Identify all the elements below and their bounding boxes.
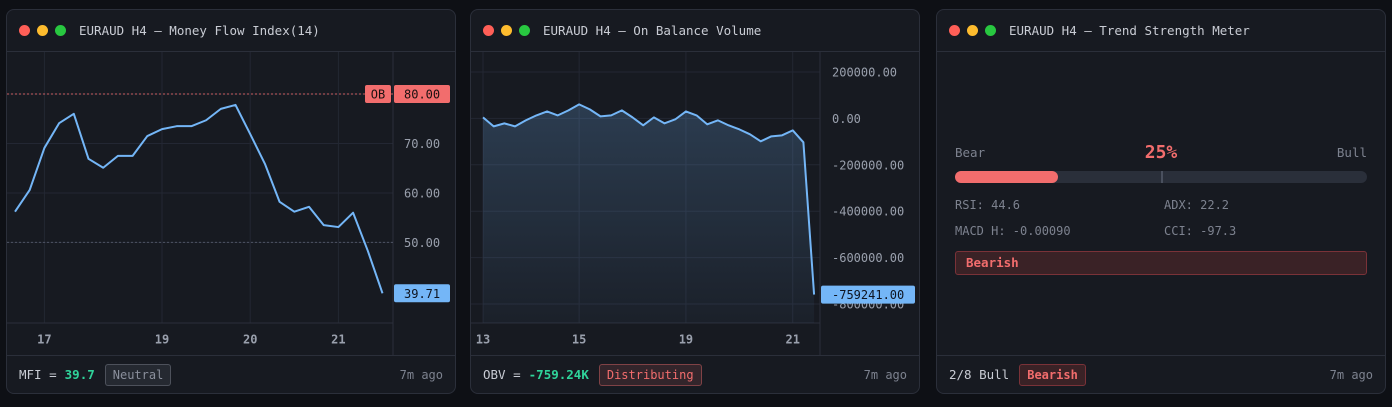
footer-label: OBV =	[483, 367, 521, 382]
x-tick-label: 17	[37, 333, 51, 347]
panel-title: EURAUD H4 — On Balance Volume	[543, 23, 762, 38]
obv-panel: EURAUD H4 — On Balance Volume 13 15 19 21 -8…	[470, 9, 920, 394]
last-value-bg	[394, 284, 450, 303]
status-badge: Bearish	[1019, 363, 1086, 386]
bear-label: Bear	[955, 145, 986, 160]
panel-header: EURAUD H4 — Money Flow Index(14)	[7, 10, 455, 52]
line	[14, 103, 384, 294]
level-tag: OB	[371, 88, 385, 102]
panel-header: EURAUD H4 — Trend Strength Meter	[937, 10, 1385, 52]
stat: MACD H: -0.00090	[955, 224, 1071, 238]
status-badge: Distributing	[598, 363, 702, 386]
x-tick-label: 13	[476, 333, 490, 347]
panel-header: EURAUD H4 — On Balance Volume	[471, 10, 919, 52]
line	[482, 103, 816, 295]
area	[483, 104, 815, 323]
panel-title: EURAUD H4 — Trend Strength Meter	[1009, 23, 1250, 38]
meter-marker	[1161, 171, 1163, 183]
y-tick-label: -600000.00	[832, 251, 904, 265]
x-tick-label: 21	[331, 333, 345, 347]
x-tick-label: 19	[155, 333, 169, 347]
y-tick-label: 50.00	[404, 236, 440, 250]
mfi-panel: EURAUD H4 — Money Flow Index(14) 17 19 20 2…	[6, 9, 456, 394]
y-tick-label: -200000.00	[832, 158, 904, 172]
chart: 13 15 19 21-800000.00-600000.00-400000.00-2…	[471, 52, 915, 356]
stat: CCI: -97.3	[1164, 224, 1237, 238]
stat: RSI: 44.6	[955, 198, 1021, 212]
panel-footer: OBV = -759.24K Distributing 7m ago	[471, 355, 919, 393]
y-tick-label: 200000.00	[832, 65, 897, 79]
stats: RSI: 44.6 ADX: 22.2 MACD H: -0.00090 CCI: -…	[955, 198, 1367, 238]
x-tick-label: 20	[243, 333, 257, 347]
footer-value: -759.24K	[528, 367, 589, 382]
meter-panel: EURAUD H4 — Trend Strength Meter Bear 25…	[936, 9, 1386, 394]
panel-footer: 2/8 Bull Bearish 7m ago	[937, 355, 1385, 393]
footer-value: 39.7	[64, 367, 95, 382]
meter-fill	[955, 171, 1058, 183]
bull-label: Bull	[1336, 145, 1367, 160]
y-tick-label: -400000.00	[832, 205, 904, 219]
y-tick-label: 0.00	[832, 112, 861, 126]
footer-label: MFI =	[19, 367, 57, 382]
panel-title: EURAUD H4 — Money Flow Index(14)	[79, 23, 320, 38]
y-tick-label: 70.00	[404, 137, 440, 151]
signal-box: Bearish	[955, 251, 1367, 275]
last-value-bg	[821, 285, 915, 304]
tick-highlight	[394, 85, 450, 104]
last-value-label: -759241.00	[832, 288, 904, 302]
panel-footer: MFI = 39.7 Neutral 7m ago	[7, 355, 455, 393]
chart: 17 19 20 21 OB 50.00 60.00 70.00 80.00 39.71	[7, 52, 450, 356]
meter-value: 25%	[1144, 142, 1178, 163]
timestamp: 7m ago	[863, 367, 907, 382]
x-tick-label: 21	[785, 333, 799, 347]
x-tick-label: 15	[572, 333, 586, 347]
timestamp: 7m ago	[1329, 367, 1373, 382]
y-tick-label: 60.00	[404, 186, 440, 200]
footer-label: 2/8 Bull	[949, 367, 1010, 382]
x-tick-label: 19	[679, 333, 693, 347]
y-tick-label: 80.00	[404, 88, 440, 102]
meter-track	[955, 171, 1367, 183]
status-badge: Neutral	[104, 363, 172, 386]
stat: ADX: 22.2	[1164, 198, 1230, 212]
level-tag-bg	[365, 85, 391, 104]
last-value-label: 39.71	[404, 287, 440, 301]
timestamp: 7m ago	[399, 367, 443, 382]
